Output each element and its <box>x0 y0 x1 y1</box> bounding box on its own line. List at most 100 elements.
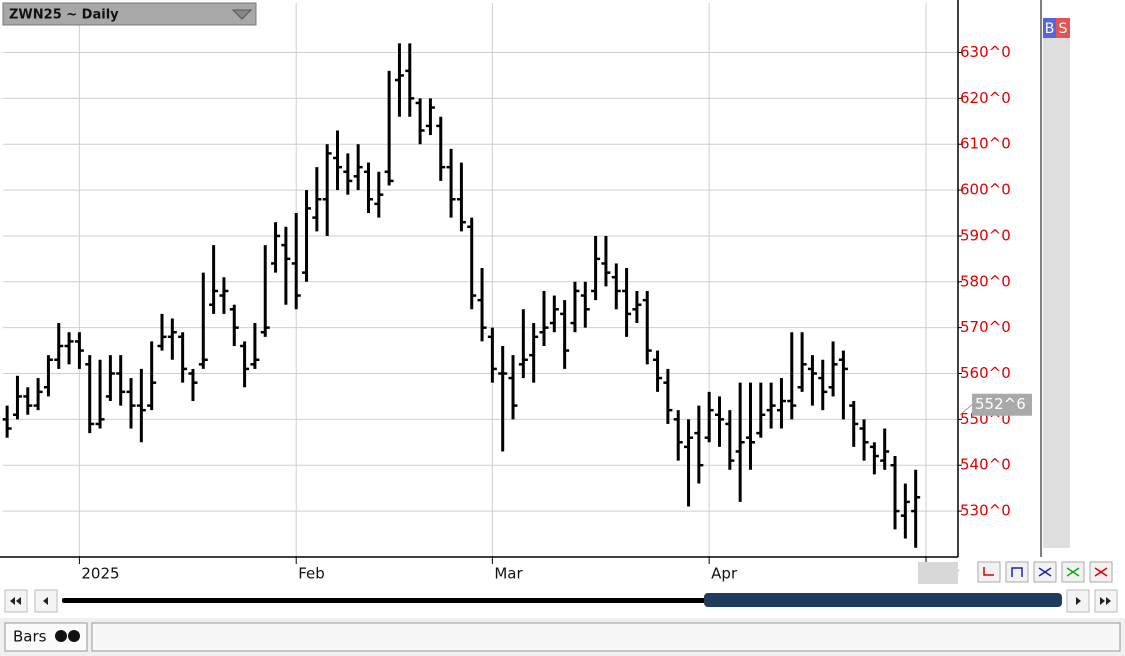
scroll-thumb[interactable] <box>704 593 1062 607</box>
tool-buttons <box>977 561 1113 583</box>
ohlc-bar <box>838 350 848 420</box>
symbol-box[interactable] <box>2 2 257 26</box>
y-tick-label: 630^0 <box>960 43 1011 61</box>
ohlc-bar <box>477 268 487 342</box>
ohlc-bar <box>725 410 735 470</box>
mode-icon <box>68 630 80 642</box>
ohlc-bar <box>126 378 136 429</box>
ohlc-bar <box>198 272 208 369</box>
x-tick-label: 2025 <box>81 565 119 583</box>
ohlc-bar <box>715 396 725 447</box>
ohlc-bar <box>281 226 291 305</box>
ohlc-bar <box>188 368 198 402</box>
chart-title: ZWN25 ~ Daily <box>9 8 119 23</box>
ohlc-bar <box>529 323 539 383</box>
ohlc-bar <box>518 309 528 379</box>
y-tick-label: 610^0 <box>960 135 1011 153</box>
ohlc-bar <box>849 401 859 447</box>
ohlc-bar <box>632 290 642 324</box>
ohlc-bar <box>343 153 353 195</box>
ohlc-bar <box>735 382 745 502</box>
bars-layer <box>2 43 921 548</box>
dropdown-arrow[interactable] <box>231 9 253 20</box>
ohlc-bar <box>880 428 890 470</box>
tool-button[interactable] <box>1005 561 1029 583</box>
last-price-box <box>972 393 1032 416</box>
sell-label[interactable]: S <box>1059 21 1068 37</box>
ohlc-bar <box>405 43 415 117</box>
sell-button[interactable] <box>1056 18 1070 38</box>
ohlc-bar <box>807 355 817 406</box>
ohlc-bar <box>85 355 95 434</box>
ohlc-bar <box>74 332 84 369</box>
ohlc-bar <box>859 419 869 461</box>
ohlc-bar <box>353 144 363 191</box>
month-highlight <box>918 562 958 584</box>
y-tick-label: 590^0 <box>960 226 1011 244</box>
x-tick-label: Mar <box>494 565 523 583</box>
ohlc-bar <box>622 268 632 337</box>
order-strip <box>1043 18 1070 548</box>
ohlc-bar <box>384 70 394 186</box>
ohlc-bar <box>467 217 477 310</box>
ohlc-bar <box>271 222 281 273</box>
buy-label[interactable]: B <box>1045 21 1055 37</box>
ohlc-bar <box>302 190 312 282</box>
scrollbar <box>4 589 1118 613</box>
x-tick-label: Feb <box>298 565 325 583</box>
ohlc-bar <box>591 235 601 301</box>
last-price-connector <box>959 404 973 416</box>
ohlc-bar <box>136 368 146 443</box>
ohlc-bar <box>415 98 425 145</box>
ohlc-bar <box>250 323 260 369</box>
ohlc-bar <box>601 235 611 287</box>
ohlc-bar <box>508 355 518 420</box>
ohlc-bar <box>333 130 343 191</box>
ohlc-bar <box>911 469 921 548</box>
ohlc-bar <box>33 378 43 411</box>
ohlc-bar <box>828 341 838 397</box>
ohlc-bar <box>322 144 332 236</box>
ohlc-bar <box>642 290 652 365</box>
ohlc-bar <box>818 359 828 411</box>
ohlc-bar <box>178 332 188 383</box>
ohlc-bar <box>436 116 446 181</box>
y-tick-label: 560^0 <box>960 364 1011 382</box>
ohlc-bar <box>684 419 694 507</box>
y-tick-label: 600^0 <box>960 181 1011 199</box>
ohlc-bar <box>157 313 167 351</box>
ohlc-bar <box>456 162 466 232</box>
ohlc-bar <box>167 318 177 360</box>
tool-icon <box>1066 567 1080 577</box>
last-price-label: 552^6 <box>975 395 1026 413</box>
y-tick-label: 530^0 <box>960 502 1011 520</box>
ohlc-bar <box>673 410 683 461</box>
ohlc-bar <box>776 378 786 429</box>
ohlc-bar <box>446 148 456 218</box>
ohlc-bar <box>116 355 126 406</box>
ohlc-bar <box>12 375 22 420</box>
ohlc-bar <box>766 382 776 429</box>
x-tick-label: Apr <box>711 565 738 583</box>
ohlc-bar <box>394 43 404 117</box>
mode-label: Bars <box>13 628 47 646</box>
buy-button[interactable] <box>1043 18 1056 38</box>
ohlc-bar <box>240 341 250 388</box>
ohlc-bar <box>487 327 497 383</box>
ohlc-bar <box>797 332 807 392</box>
tool-button[interactable] <box>977 561 1001 583</box>
ohlc-bar <box>498 345 508 452</box>
ohlc-bar <box>425 98 435 136</box>
ohlc-bar <box>105 355 115 402</box>
ohlc-bar <box>694 405 704 484</box>
ohlc-bar <box>549 295 559 333</box>
scroll-icon <box>1076 597 1081 605</box>
ohlc-bar <box>704 391 714 443</box>
ohlc-bar <box>43 355 53 397</box>
ohlc-bar <box>560 300 570 369</box>
ohlc-bar <box>787 332 797 420</box>
ohlc-bar <box>611 263 621 310</box>
ohlc-bar <box>54 323 64 369</box>
ohlc-bar <box>756 382 766 438</box>
